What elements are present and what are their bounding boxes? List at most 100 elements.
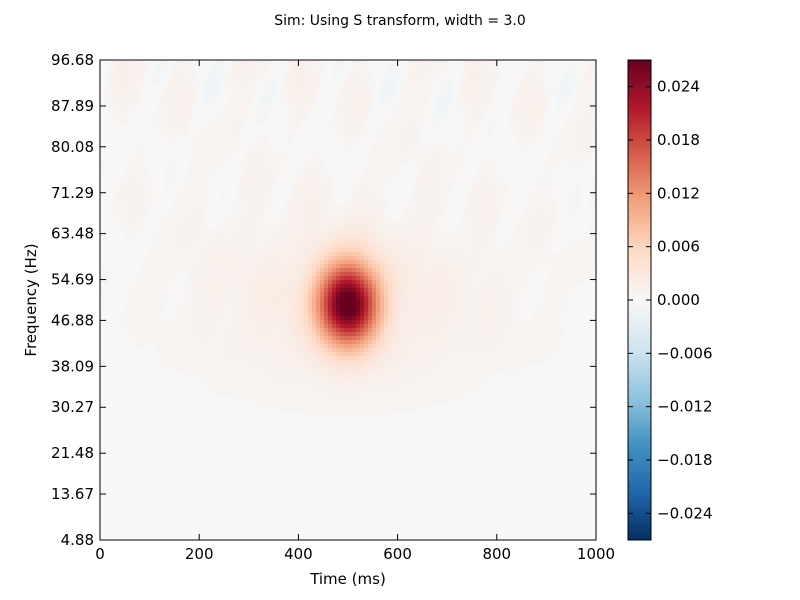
heatmap-cell <box>384 100 389 105</box>
heatmap-cell <box>172 220 177 225</box>
heatmap-cell <box>188 88 193 93</box>
heatmap-cell <box>256 108 261 113</box>
heatmap-cell <box>296 208 301 213</box>
heatmap-cell <box>388 284 393 289</box>
heatmap-cell <box>536 108 541 113</box>
heatmap-cell <box>400 220 405 225</box>
heatmap-cell <box>324 260 329 265</box>
heatmap-cell <box>160 284 165 289</box>
heatmap-cell <box>212 168 217 173</box>
heatmap-cell <box>308 272 313 277</box>
heatmap-cell <box>228 104 233 109</box>
heatmap-cell <box>156 284 161 289</box>
heatmap-cell <box>324 276 329 281</box>
heatmap-cell <box>512 124 517 129</box>
heatmap-cell <box>516 112 521 117</box>
heatmap-cell <box>312 92 317 97</box>
heatmap-cell <box>356 180 361 185</box>
heatmap-cell <box>424 168 429 173</box>
heatmap-cell <box>360 88 365 93</box>
heatmap-cell <box>292 200 297 205</box>
heatmap-cell <box>184 68 189 73</box>
heatmap-cell <box>196 252 201 257</box>
heatmap-cell <box>368 104 373 109</box>
heatmap-cell <box>176 136 181 141</box>
heatmap-cell <box>332 112 337 117</box>
heatmap-cell <box>184 256 189 261</box>
heatmap-cell <box>436 284 441 289</box>
heatmap-cell <box>440 116 445 121</box>
heatmap-cell <box>324 284 329 289</box>
heatmap-cell <box>428 260 433 265</box>
heatmap-cell <box>252 156 257 161</box>
heatmap-cell <box>348 216 353 221</box>
heatmap-cell <box>156 236 161 241</box>
heatmap-cell <box>480 212 485 217</box>
heatmap-cell <box>200 172 205 177</box>
heatmap-cell <box>300 264 305 269</box>
heatmap-cell <box>368 148 373 153</box>
heatmap-cell <box>296 236 301 241</box>
heatmap-cell <box>352 112 357 117</box>
heatmap-cell <box>180 224 185 229</box>
heatmap-cell <box>164 184 169 189</box>
heatmap-cell <box>172 100 177 105</box>
heatmap-cell <box>384 172 389 177</box>
heatmap-cell <box>484 200 489 205</box>
heatmap-cell <box>500 200 505 205</box>
heatmap-cell <box>572 116 577 121</box>
heatmap-cell <box>364 92 369 97</box>
heatmap-cell <box>324 176 329 181</box>
heatmap-cell <box>132 80 137 85</box>
heatmap-cell <box>144 264 149 269</box>
heatmap-cell <box>480 224 485 229</box>
heatmap-cell <box>332 284 337 289</box>
heatmap-cell <box>232 100 237 105</box>
heatmap-cell <box>548 264 553 269</box>
heatmap-cell <box>212 160 217 165</box>
heatmap-cell <box>460 92 465 97</box>
heatmap-cell <box>368 156 373 161</box>
heatmap-cell <box>188 288 193 293</box>
heatmap-cell <box>588 236 593 241</box>
heatmap-cell <box>516 132 521 137</box>
heatmap-cell <box>384 92 389 97</box>
heatmap-cell <box>200 156 205 161</box>
heatmap-cell <box>256 148 261 153</box>
heatmap-cell <box>416 152 421 157</box>
heatmap-cell <box>184 64 189 69</box>
heatmap-cell <box>188 200 193 205</box>
heatmap-cell <box>424 172 429 177</box>
heatmap-cell <box>188 272 193 277</box>
heatmap-cell <box>216 88 221 93</box>
heatmap-cell <box>228 124 233 129</box>
heatmap-cell <box>300 244 305 249</box>
heatmap-cell <box>312 292 317 297</box>
heatmap-cell <box>236 184 241 189</box>
heatmap-cell <box>404 140 409 145</box>
heatmap-cell <box>116 188 121 193</box>
heatmap-cell <box>400 272 405 277</box>
heatmap-cell <box>296 248 301 253</box>
heatmap-cell <box>408 116 413 121</box>
heatmap-cell <box>336 68 341 73</box>
heatmap-cell <box>176 240 181 245</box>
heatmap-cell <box>124 208 129 213</box>
heatmap-cell <box>496 292 501 297</box>
heatmap-cell <box>152 124 157 129</box>
heatmap-cell <box>140 160 145 165</box>
heatmap-cell <box>436 60 441 65</box>
heatmap-cell <box>172 128 177 133</box>
heatmap-cell <box>588 120 593 125</box>
heatmap-cell <box>348 248 353 253</box>
heatmap-cell <box>216 284 221 289</box>
heatmap-cell <box>436 292 441 297</box>
heatmap-cell <box>124 60 129 65</box>
heatmap-cell <box>412 208 417 213</box>
heatmap-cell <box>372 248 377 253</box>
heatmap-cell <box>332 216 337 221</box>
heatmap-cell <box>460 68 465 73</box>
heatmap-cell <box>436 148 441 153</box>
heatmap-cell <box>484 192 489 197</box>
heatmap-cell <box>428 228 433 233</box>
